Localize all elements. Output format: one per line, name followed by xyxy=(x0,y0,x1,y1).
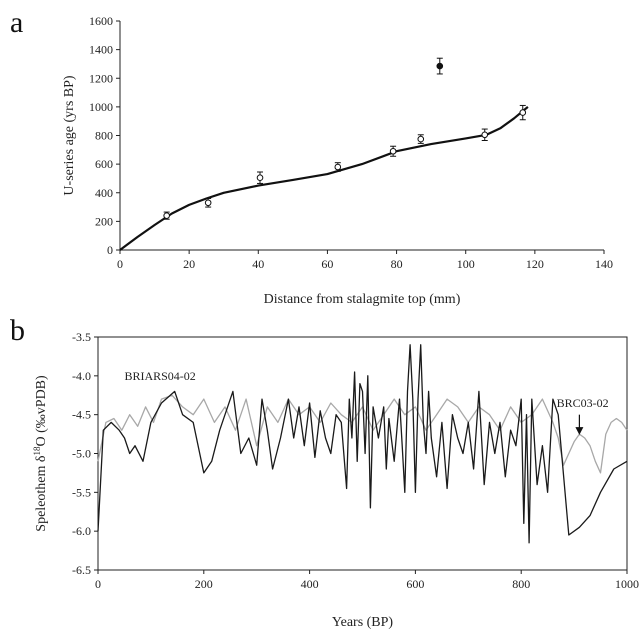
panel-a-x-tick-label: 60 xyxy=(321,257,333,271)
point-marker xyxy=(163,212,170,219)
panel-a-x-tick-label: 100 xyxy=(457,257,475,271)
panel-b-y-tick-label: -4.0 xyxy=(72,369,91,383)
panel-a-x-axis-title: Distance from stalagmite top (mm) xyxy=(264,292,461,307)
point-marker xyxy=(204,199,212,207)
panel-a-x-tick-label: 20 xyxy=(183,257,195,271)
data-point xyxy=(389,145,397,157)
panel-a-y-tick-label: 1600 xyxy=(89,14,113,28)
panel-a-y-tick-label: 200 xyxy=(95,214,113,228)
data-point xyxy=(417,134,425,144)
point-marker xyxy=(519,109,527,116)
panel-a-y-tick-label: 800 xyxy=(95,129,113,143)
data-point xyxy=(256,171,264,184)
data-point xyxy=(163,211,170,220)
panel-b-x-tick-label: 0 xyxy=(95,577,101,591)
point-marker xyxy=(256,174,264,182)
panel-a-points xyxy=(163,57,527,220)
panel-a-label: a xyxy=(10,6,23,39)
panel-a-x-tick-label: 140 xyxy=(595,257,613,271)
annotation-arrow xyxy=(575,414,584,435)
panel-b-x-tick-label: 1000 xyxy=(615,577,639,591)
panel-b-axes: 0 200 400 600 800 1000 -6.5 -6.0 -5.5 -5.0 -4.5 -4.… xyxy=(72,330,639,591)
series-line-brc03-02 xyxy=(97,394,628,474)
panel-a-y-tick-label: 1000 xyxy=(89,100,113,114)
panel-a-y-axis-title: U-series age (yrs BP) xyxy=(62,75,77,195)
data-point xyxy=(204,197,212,208)
point-marker xyxy=(389,147,397,155)
outlier-marker xyxy=(436,62,444,70)
panel-b-x-axis-title: Years (BP) xyxy=(332,615,394,630)
panel-b: b 0 200 400 600 800 1000 -6.5 -6.0 -5.5 -5.0 -4.5 -… xyxy=(10,314,639,630)
panel-a: a 0 20 40 60 80 100 120 14002004006008001000120… xyxy=(10,6,613,307)
panel-a-y-tick-label: 400 xyxy=(95,186,113,200)
panel-b-series xyxy=(97,344,628,544)
panel-a-x-tick-label: 0 xyxy=(117,257,123,271)
panel-a-x-tick-label: 40 xyxy=(252,257,264,271)
panel-b-y-axis-title: Speleothem δ18O (‰vPDB) xyxy=(32,375,49,532)
age-model-curve xyxy=(119,106,529,251)
data-point xyxy=(436,57,444,75)
panel-b-x-tick-label: 200 xyxy=(195,577,213,591)
point-marker xyxy=(417,135,425,143)
panel-b-y-tick-label: -3.5 xyxy=(72,330,91,344)
point-marker xyxy=(334,163,342,171)
panel-b-x-tick-label: 600 xyxy=(406,577,424,591)
data-point xyxy=(481,128,489,142)
panel-b-y-tick-label: -4.5 xyxy=(72,408,91,422)
panel-a-fit-curve xyxy=(119,106,529,251)
panel-a-y-tick-label: 1200 xyxy=(89,71,113,85)
annotation-brc03-02: BRC03-02 xyxy=(557,396,609,410)
panel-b-y-tick-label: -6.5 xyxy=(72,563,91,577)
panel-a-axes: 0 20 40 60 80 100 120 1400200400600800100012001… xyxy=(89,14,613,271)
point-marker xyxy=(481,131,489,139)
panel-a-y-tick-label: 600 xyxy=(95,157,113,171)
panel-a-x-tick-label: 80 xyxy=(391,257,403,271)
panel-b-y-tick-label: -6.0 xyxy=(72,524,91,538)
annotation-briars04-02: BRIARS04-02 xyxy=(124,369,195,383)
panel-a-y-tick-label: 0 xyxy=(107,243,113,257)
panel-a-x-tick-label: 120 xyxy=(526,257,544,271)
annotation-arrow-head xyxy=(575,427,584,435)
panel-b-x-tick-label: 800 xyxy=(512,577,530,591)
panel-b-y-tick-label: -5.5 xyxy=(72,485,91,499)
data-point xyxy=(519,104,527,121)
data-point xyxy=(334,162,342,172)
panel-b-x-tick-label: 400 xyxy=(301,577,319,591)
panel-b-label: b xyxy=(10,314,25,347)
series-line-briars04-02 xyxy=(97,344,628,544)
panel-a-y-tick-label: 1400 xyxy=(89,43,113,57)
panel-b-y-tick-label: -5.0 xyxy=(72,447,91,461)
